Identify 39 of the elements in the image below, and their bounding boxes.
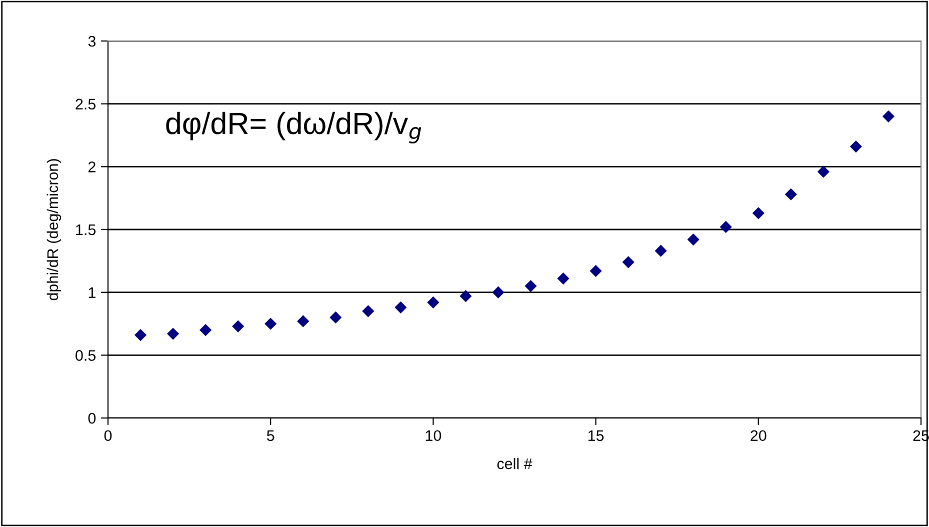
x-tick-label: 5 <box>266 430 274 442</box>
y-tick-label: 2 <box>88 162 96 172</box>
point <box>460 290 472 302</box>
point <box>850 140 862 153</box>
x-tick-label: 20 <box>750 430 766 442</box>
y-tick-label: 2.5 <box>76 98 96 110</box>
y-tick-label: 1.5 <box>76 224 96 236</box>
y-axis-title: dphi/dR (deg/micron) <box>46 159 62 300</box>
point <box>687 234 700 246</box>
point <box>524 280 537 292</box>
y-tick-label: 0.5 <box>76 350 96 361</box>
point <box>882 110 895 122</box>
point <box>427 296 440 308</box>
y-tick-label: 1 <box>88 287 96 298</box>
point <box>492 286 504 298</box>
point <box>817 166 830 178</box>
point <box>622 256 634 268</box>
point <box>394 301 407 314</box>
point <box>264 318 277 330</box>
point <box>590 264 602 278</box>
x-tick-label: 0 <box>104 430 112 442</box>
point <box>166 328 180 340</box>
point <box>297 315 310 328</box>
point <box>720 220 732 234</box>
x-tick-label: 10 <box>426 430 442 442</box>
point <box>654 244 667 257</box>
point <box>200 324 212 336</box>
x-axis-title: cell # <box>497 458 532 470</box>
y-tick-label: 0 <box>88 412 96 424</box>
point <box>784 188 797 200</box>
point <box>557 272 570 285</box>
point <box>362 305 374 318</box>
point <box>232 320 244 332</box>
point <box>752 207 764 220</box>
y-tick-label: 3 <box>88 36 96 47</box>
annotation: dφ/dR= (dω/dR)/v$_{g}$ <box>166 112 422 144</box>
point <box>330 311 342 324</box>
point <box>134 329 147 342</box>
x-tick-label: 15 <box>588 430 604 442</box>
